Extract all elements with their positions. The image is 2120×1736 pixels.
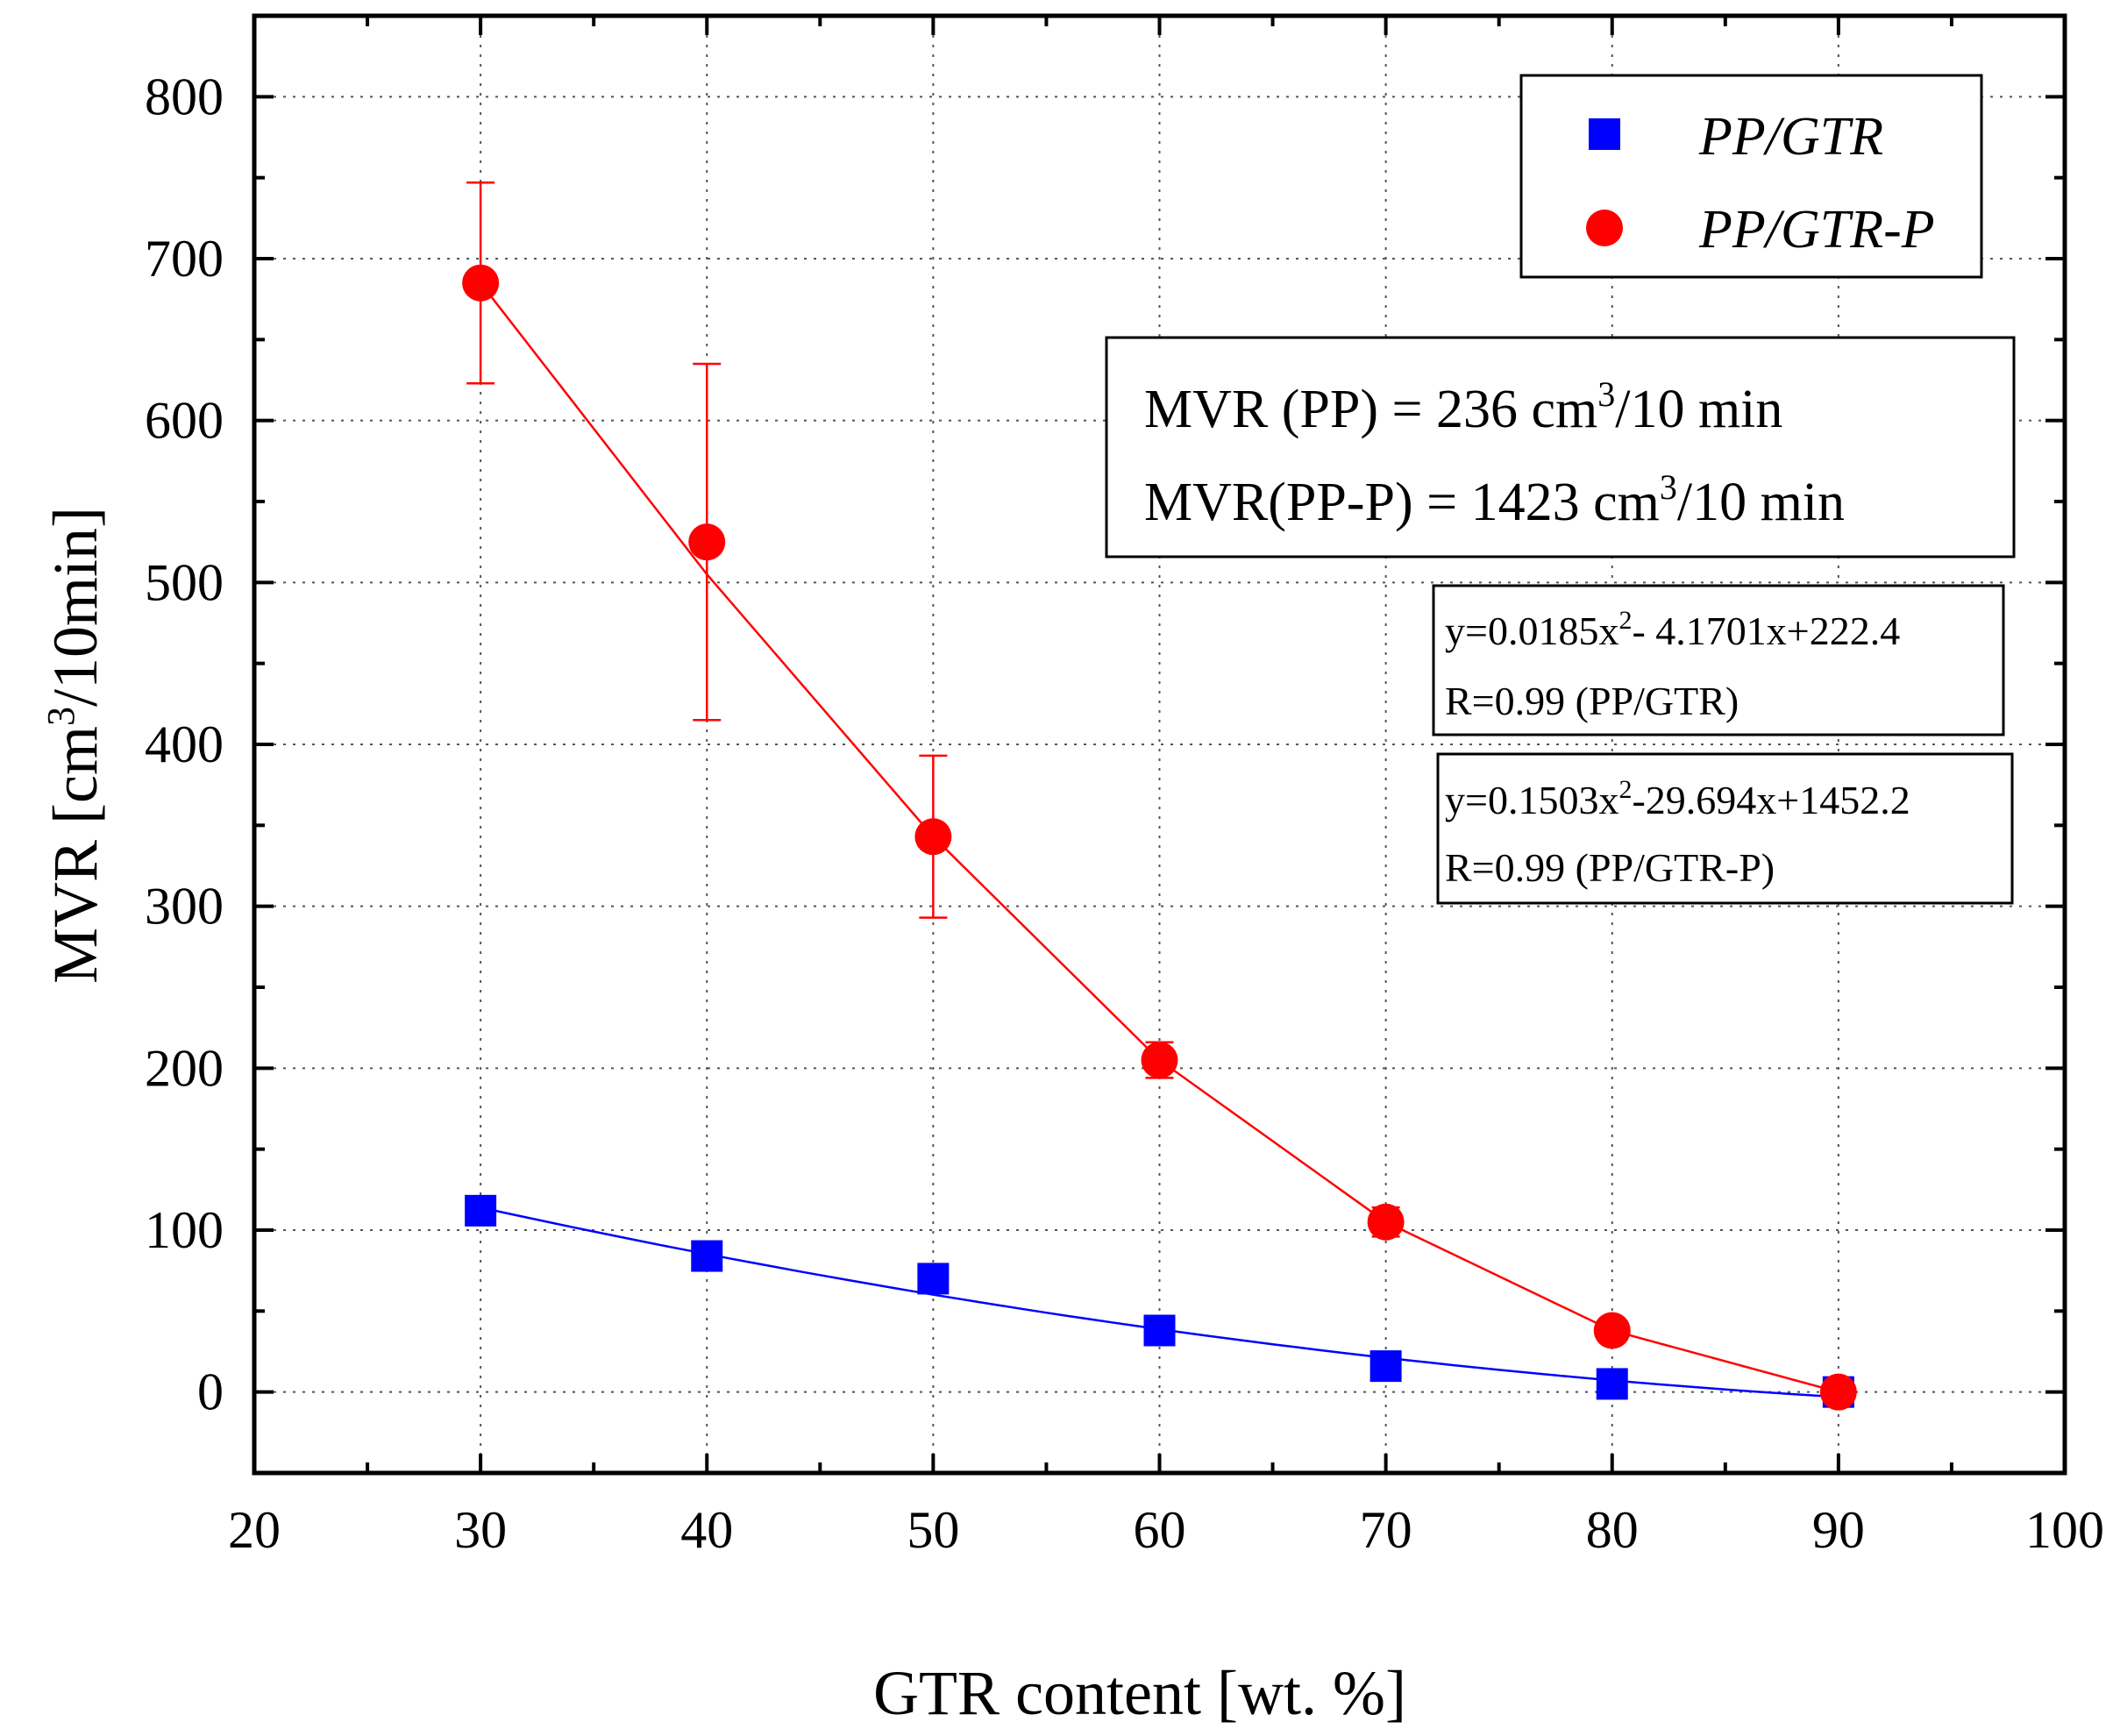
fit-equation-pp-gtr-p-box	[1436, 752, 2014, 905]
point-pp-gtr-p	[1593, 1312, 1631, 1349]
y-tick-label: 500	[145, 553, 224, 611]
y-axis-label: MVR [cm3/10min]	[39, 507, 110, 984]
x-tick-label: 90	[1812, 1501, 1865, 1559]
point-pp-gtr-p	[1141, 1042, 1178, 1079]
point-pp-gtr	[917, 1263, 950, 1295]
point-pp-gtr	[1143, 1314, 1176, 1347]
fit-r-pp-gtr-text: R=0.99 (PP/GTR)	[1445, 679, 1739, 723]
point-pp-gtr-p	[1367, 1203, 1405, 1241]
legend: PP/GTR PP/GTR-P	[1519, 74, 1983, 279]
legend-marker-pp-gtr-p	[1586, 210, 1623, 246]
y-tick-label: 300	[145, 878, 224, 936]
fit-r-pp-gtr-p-text: R=0.99 (PP/GTR-P)	[1445, 845, 1775, 890]
fit-equation-pp-gtr-text: y=0.0185x2- 4.1701x+222.4	[1445, 606, 1900, 653]
x-tick-label: 50	[907, 1501, 959, 1559]
axis-ticks	[253, 14, 2067, 1475]
y-tick-label: 0	[197, 1363, 224, 1421]
y-tick-label: 200	[145, 1039, 224, 1097]
fit-equation-pp-gtr: y=0.0185x2- 4.1701x+222.4 R=0.99 (PP/GTR…	[1432, 584, 2005, 736]
series-layer	[462, 181, 1857, 1411]
point-pp-gtr-p	[688, 523, 726, 561]
legend-marker-pp-gtr	[1589, 118, 1620, 150]
y-tick-label: 600	[145, 392, 224, 450]
legend-label-pp-gtr-p: PP/GTR-P	[1698, 200, 1935, 260]
point-pp-gtr	[465, 1194, 497, 1227]
x-tick-label: 70	[1360, 1501, 1412, 1559]
mvr-pp-text: MVR (PP) = 236 cm3/10 min	[1144, 374, 1782, 439]
point-pp-gtr-p	[914, 818, 952, 856]
point-pp-gtr	[691, 1240, 723, 1272]
x-tick-label: 60	[1134, 1501, 1186, 1559]
point-pp-gtr-p	[462, 264, 500, 302]
point-pp-gtr	[1369, 1350, 1402, 1383]
y-tick-label: 700	[145, 230, 224, 288]
mvr-annotation-box	[1105, 336, 2016, 559]
legend-label-pp-gtr: PP/GTR	[1698, 107, 1883, 167]
x-axis-label: GTR content [wt. %]	[873, 1658, 1406, 1728]
plot-frame	[252, 13, 2067, 1476]
x-tick-label: 20	[228, 1501, 281, 1559]
point-pp-gtr	[1596, 1368, 1628, 1400]
fit-equation-pp-gtr-p-text: y=0.1503x2-29.694x+1452.2	[1445, 775, 1910, 822]
point-pp-gtr-p	[1819, 1373, 1857, 1411]
y-tick-label: 400	[145, 715, 224, 773]
x-tick-label: 40	[680, 1501, 733, 1559]
x-tick-label: 30	[454, 1501, 507, 1559]
y-tick-label: 800	[145, 68, 224, 125]
x-tick-label: 100	[2025, 1501, 2104, 1559]
fit-equation-pp-gtr-p: y=0.1503x2-29.694x+1452.2 R=0.99 (PP/GTR…	[1436, 752, 2014, 905]
mvr-annotation: MVR (PP) = 236 cm3/10 min MVR(PP-P) = 14…	[1105, 336, 2016, 559]
x-tick-label: 80	[1586, 1501, 1639, 1559]
fit-equation-pp-gtr-box	[1432, 584, 2005, 736]
y-tick-label: 100	[145, 1201, 224, 1259]
mvr-pp-p-text: MVR(PP-P) = 1423 cm3/10 min	[1144, 467, 1845, 532]
tick-labels: 20 30 40 50 60 70 80 90 100 0 100 200 300 400 500 600 70…	[145, 68, 2104, 1559]
